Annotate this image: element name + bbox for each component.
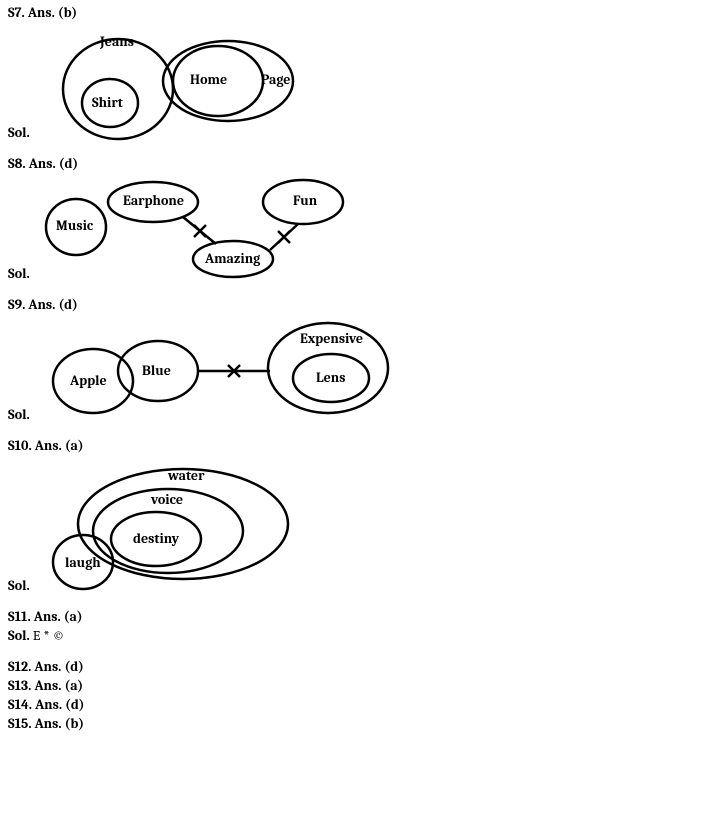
s10-row: Sol. water voice destiny laugh	[8, 454, 717, 594]
s8-label-music: Music	[56, 217, 94, 234]
s10-label-destiny: destiny	[133, 530, 180, 547]
s7-label-jeans: Jeans	[99, 33, 134, 50]
s9-label-expensive: Expensive	[300, 330, 363, 347]
s8-sol: Sol.	[8, 265, 30, 282]
s7-row: Sol. Jeans Shirt Home Page	[8, 21, 717, 141]
s9-row: Sol. Apple Blue Expensive Lens	[8, 313, 717, 423]
s10-answer: S10. Ans. (a)	[8, 437, 717, 454]
s9-diagram: Apple Blue Expensive Lens	[38, 313, 398, 423]
s9-sol: Sol.	[8, 406, 30, 423]
s8-label-fun: Fun	[293, 192, 318, 209]
s11-answer: S11. Ans. (a)	[8, 608, 717, 625]
s7-sol: Sol.	[8, 124, 30, 141]
s10-sol: Sol.	[8, 577, 30, 594]
s8-diagram: Music Earphone Amazing Fun	[38, 172, 358, 282]
s11-sol-line: Sol. E * ©	[8, 627, 717, 644]
s7-label-home: Home	[190, 71, 227, 88]
s8-label-amazing: Amazing	[204, 250, 260, 267]
s7-answer: S7. Ans. (b)	[8, 4, 717, 21]
s11-sol: Sol.	[8, 627, 30, 644]
s10-label-water: water	[167, 467, 205, 484]
s11-sol-extra: E * ©	[30, 627, 65, 644]
s9-label-blue: Blue	[142, 362, 171, 379]
cross-icon	[194, 225, 206, 237]
s7-label-page: Page	[261, 71, 290, 88]
s10-label-laugh: laugh	[65, 554, 101, 571]
s12-answer: S12. Ans. (d)	[8, 658, 717, 675]
s13-answer: S13. Ans. (a)	[8, 677, 717, 694]
s14-answer: S14. Ans. (d)	[8, 696, 717, 713]
s7-label-shirt: Shirt	[92, 94, 124, 111]
s8-row: Sol. Music Earphone Amazing Fun	[8, 172, 717, 282]
s9-answer: S9. Ans. (d)	[8, 296, 717, 313]
cross-icon	[278, 231, 290, 243]
s9-label-apple: Apple	[69, 372, 107, 389]
s10-diagram: water voice destiny laugh	[38, 454, 298, 594]
s9-label-lens: Lens	[316, 369, 345, 386]
s10-label-voice: voice	[150, 491, 183, 508]
s8-label-earphone: Earphone	[123, 192, 184, 209]
s15-answer: S15. Ans. (b)	[8, 715, 717, 732]
s8-answer: S8. Ans. (d)	[8, 155, 717, 172]
s7-diagram: Jeans Shirt Home Page	[38, 21, 298, 141]
